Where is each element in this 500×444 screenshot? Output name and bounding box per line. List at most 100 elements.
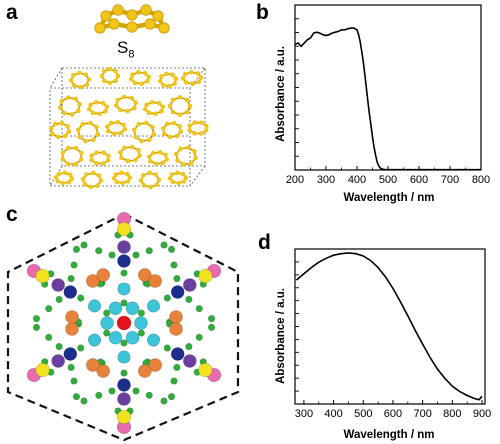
panel-a-molecule-label: S8	[117, 38, 135, 61]
s8-ring-atom	[82, 182, 88, 187]
chart-d-x-tick-label: 400	[324, 408, 342, 420]
cyan-atom	[88, 299, 102, 313]
s8-ring-atom	[94, 161, 99, 166]
s8-ring-atom	[164, 121, 170, 127]
green-atom	[67, 275, 75, 283]
purple-atom	[51, 278, 65, 292]
s8-ring-atom	[178, 146, 184, 151]
s8-ring-atom	[146, 110, 152, 116]
green-atom	[163, 344, 171, 352]
s8-ring-atom	[176, 180, 181, 186]
green-atom	[185, 295, 193, 303]
s8-ring-atom	[102, 78, 107, 84]
hexagon-outline	[6, 212, 240, 442]
s8-ring-atom	[78, 84, 83, 90]
cyan-atom	[117, 350, 131, 364]
s8-ring-atom	[198, 75, 204, 80]
s8-ring-atom	[163, 152, 168, 158]
chart-b-x-tick-label: 800	[472, 174, 490, 186]
s8-ring-atom	[187, 123, 193, 128]
green-atom	[32, 315, 41, 323]
green-atom	[67, 363, 75, 371]
s8-ring-atom	[178, 129, 184, 134]
s8-ring-atom	[62, 110, 67, 116]
green-atom	[80, 397, 88, 405]
s8-ring-atom	[104, 124, 110, 129]
green-atom	[120, 269, 128, 277]
yellow-atom	[198, 268, 213, 284]
chart-b-x-tick-label: 500	[379, 174, 397, 186]
s8-ring-atom	[102, 68, 107, 74]
s8-ring-atom	[90, 137, 96, 143]
s8-ring-bonds	[61, 147, 83, 165]
navy-atom	[63, 285, 78, 299]
s8-ring-atom	[177, 112, 183, 117]
s8-ring-atom	[115, 120, 121, 125]
green-atom	[45, 305, 53, 313]
green-atom	[207, 323, 216, 331]
s8-ring-atom	[199, 120, 204, 125]
s8-ring-atom	[106, 128, 111, 134]
cyan-atom	[117, 282, 131, 296]
cyan-atom	[134, 316, 148, 330]
s8-ring-atom	[198, 131, 204, 136]
chart-d-x-tick-label: 600	[384, 408, 402, 420]
s8-ring-atom	[62, 133, 68, 139]
s8-ring-atom	[77, 134, 82, 140]
green-atom	[163, 294, 171, 302]
s8-ring-atom	[174, 133, 180, 139]
s8-ring-atom	[148, 158, 153, 164]
s8-ring-atom	[99, 73, 105, 79]
s8-ring-atom	[113, 78, 118, 84]
green-atom	[120, 299, 128, 307]
s8-ring-atom	[94, 99, 99, 105]
s8-atom	[158, 22, 170, 34]
s8-ring-atom	[105, 158, 111, 163]
s8-ring-atom	[88, 184, 94, 190]
purple-atom	[117, 240, 131, 254]
s8-atom	[108, 18, 120, 30]
s8-ring-atom	[136, 69, 141, 75]
s8-ring-atom	[156, 177, 162, 182]
s8-ring-atom	[164, 157, 170, 162]
s8-ring-atom	[150, 124, 155, 130]
s8-ring-atom	[172, 81, 177, 86]
s8-ring-atom	[177, 123, 182, 129]
s8-ring-atom	[77, 102, 83, 107]
s8-ring-atom	[122, 145, 128, 151]
s8-ring-atom	[66, 179, 72, 185]
s8-ring-atom	[125, 108, 131, 114]
s8-atom	[112, 4, 124, 16]
navy-atom	[170, 347, 185, 361]
s8-ring-atom	[80, 176, 86, 182]
s8-ring-atom	[121, 122, 126, 128]
s8-ring-atom	[66, 145, 71, 151]
s8-ring-atom	[124, 171, 130, 177]
chart-b-ylabel: Absorbance / a.u.	[275, 46, 287, 142]
red-center-atom	[116, 315, 132, 331]
s8-ring-atom	[146, 74, 152, 80]
s8-ring-atom	[187, 127, 192, 133]
yellow-atom	[116, 409, 132, 425]
green-atom	[77, 344, 85, 352]
s8-ring-atom	[88, 102, 93, 107]
s8-ring-atom	[100, 100, 106, 106]
chart-b-x-tick-label: 600	[410, 174, 428, 186]
s8-ring-atom	[162, 131, 167, 137]
s8-ring-atom	[75, 127, 81, 133]
s8-ring-atom	[187, 103, 193, 109]
s8-ring-atom	[167, 176, 173, 181]
s8-ring-atom	[125, 158, 131, 164]
s8-ring-atom	[129, 144, 135, 150]
s8-ring-atom	[114, 179, 120, 185]
s8-ring-atom	[203, 128, 209, 133]
green-atom	[160, 397, 168, 405]
s8-ring-atom	[73, 145, 79, 151]
s8-ring-atom	[160, 126, 166, 131]
s8-ring-atom	[139, 81, 144, 87]
cyan-atom	[100, 316, 114, 330]
s8-ring-atom	[204, 123, 209, 129]
sulfur-rings	[48, 66, 209, 190]
s8-ring-atom	[73, 161, 78, 167]
s8-ring-atom	[145, 79, 150, 84]
